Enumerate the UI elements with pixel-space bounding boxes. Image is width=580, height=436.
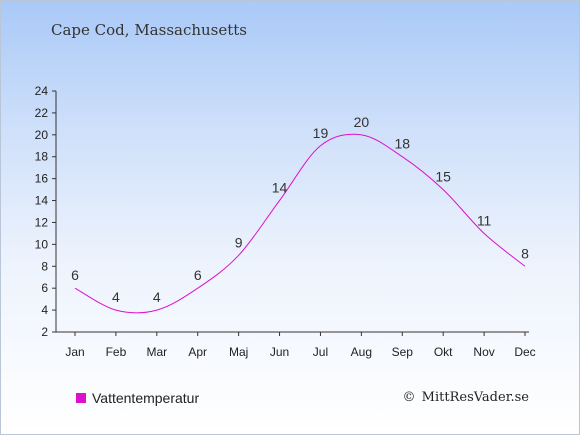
x-tick-label: Jul xyxy=(313,345,328,359)
y-tick-label: 24 xyxy=(35,84,49,98)
x-tick-label: Okt xyxy=(434,345,453,359)
copyright-icon: © xyxy=(402,390,416,405)
x-tick-label: Feb xyxy=(106,345,127,359)
y-tick-label: 18 xyxy=(35,150,49,164)
legend-swatch xyxy=(76,393,86,403)
y-tick-label: 2 xyxy=(41,325,48,339)
legend-label: Vattentemperatur xyxy=(92,390,200,406)
y-tick-label: 22 xyxy=(35,106,49,120)
data-label: 14 xyxy=(272,180,288,196)
x-tick-label: Jun xyxy=(270,345,289,359)
y-tick-label: 8 xyxy=(41,259,48,273)
x-tick-label: Nov xyxy=(473,345,494,359)
x-tick-label: Mar xyxy=(146,345,167,359)
y-tick-label: 16 xyxy=(35,172,49,186)
data-label: 6 xyxy=(194,267,202,283)
credit-text: MittResVader.se xyxy=(421,390,529,405)
y-tick-label: 6 xyxy=(41,281,48,295)
data-label: 18 xyxy=(394,136,410,152)
x-tick-label: Apr xyxy=(188,345,207,359)
x-tick-label: Maj xyxy=(229,345,248,359)
y-tick-label: 10 xyxy=(35,237,49,251)
data-label: 20 xyxy=(354,114,370,130)
y-tick-label: 4 xyxy=(41,303,48,317)
x-tick-label: Dec xyxy=(514,345,535,359)
data-labels: 6 4 4 6 9 14 19 20 18 15 11 8 xyxy=(71,114,529,305)
x-tick-label: Aug xyxy=(351,345,372,359)
y-tick-label: 20 xyxy=(35,128,49,142)
series-line xyxy=(74,133,526,314)
data-label: 4 xyxy=(153,289,161,305)
x-tick-label: Jan xyxy=(65,345,84,359)
data-label: 6 xyxy=(71,267,79,283)
x-tick-label: Sep xyxy=(392,345,414,359)
data-label: 15 xyxy=(435,169,451,185)
data-label: 4 xyxy=(112,289,120,305)
chart-place: Cape Cod, Massachusetts xyxy=(51,21,248,39)
x-ticks: Jan Feb Mar Apr Maj Jun Jul Aug Sep Okt Nov Dec xyxy=(65,332,536,359)
data-label: 9 xyxy=(235,234,243,250)
data-label: 19 xyxy=(313,125,329,141)
legend: Vattentemperatur xyxy=(76,390,199,406)
y-tick-label: 12 xyxy=(35,215,49,229)
y-tick-label: 14 xyxy=(35,194,49,208)
data-label: 8 xyxy=(521,245,529,261)
data-label: 11 xyxy=(477,212,492,228)
credit: © MittResVader.se xyxy=(403,390,529,405)
